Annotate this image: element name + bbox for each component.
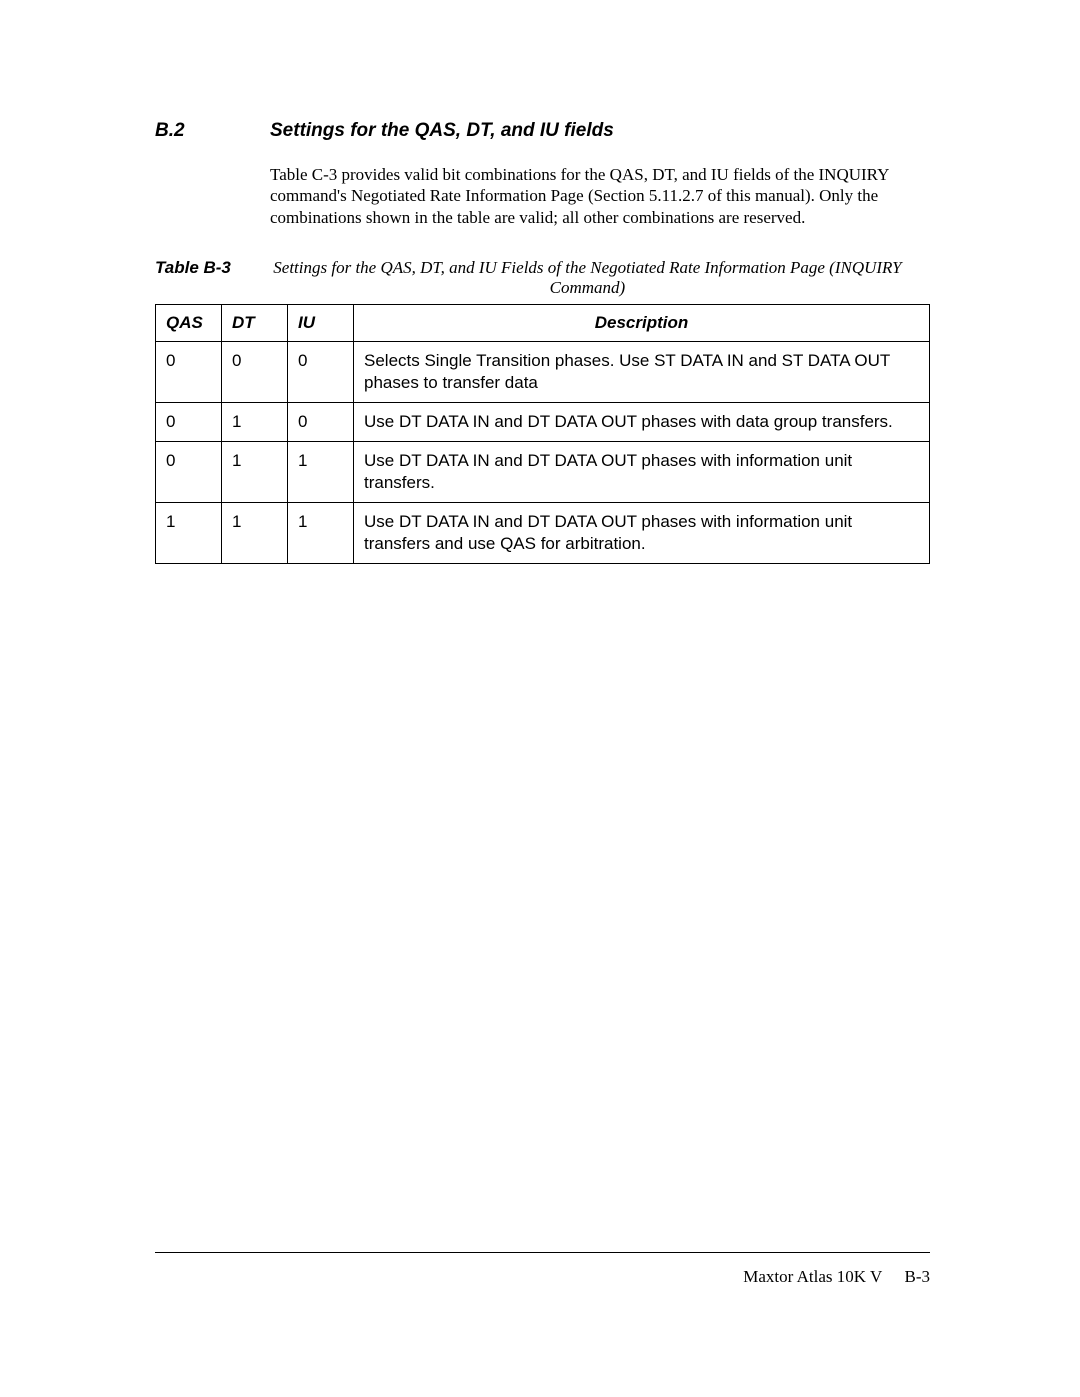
table-row: 0 1 0 Use DT DATA IN and DT DATA OUT pha… — [156, 402, 930, 441]
cell-iu: 1 — [288, 442, 354, 503]
cell-iu: 1 — [288, 503, 354, 564]
cell-description: Use DT DATA IN and DT DATA OUT phases wi… — [354, 402, 930, 441]
cell-qas: 1 — [156, 503, 222, 564]
cell-qas: 0 — [156, 402, 222, 441]
footer-product: Maxtor Atlas 10K V — [743, 1267, 882, 1286]
col-header-iu: IU — [288, 304, 354, 341]
col-header-dt: DT — [222, 304, 288, 341]
table-row: 0 1 1 Use DT DATA IN and DT DATA OUT pha… — [156, 442, 930, 503]
cell-qas: 0 — [156, 341, 222, 402]
settings-table: QAS DT IU Description 0 0 0 Selects Sing… — [155, 304, 930, 565]
cell-iu: 0 — [288, 341, 354, 402]
cell-dt: 1 — [222, 402, 288, 441]
table-caption: Table B-3 Settings for the QAS, DT, and … — [155, 258, 930, 298]
cell-description: Use DT DATA IN and DT DATA OUT phases wi… — [354, 442, 930, 503]
section-title: Settings for the QAS, DT, and IU fields — [270, 120, 614, 142]
cell-iu: 0 — [288, 402, 354, 441]
table-row: 0 0 0 Selects Single Transition phases. … — [156, 341, 930, 402]
cell-dt: 1 — [222, 442, 288, 503]
section-number: B.2 — [155, 120, 270, 142]
cell-dt: 0 — [222, 341, 288, 402]
cell-description: Use DT DATA IN and DT DATA OUT phases wi… — [354, 503, 930, 564]
footer-page-number: B-3 — [905, 1267, 931, 1286]
body-paragraph: Table C-3 provides valid bit combination… — [270, 164, 930, 228]
table-row: 1 1 1 Use DT DATA IN and DT DATA OUT pha… — [156, 503, 930, 564]
cell-dt: 1 — [222, 503, 288, 564]
section-heading: B.2 Settings for the QAS, DT, and IU fie… — [155, 120, 930, 142]
page-footer: Maxtor Atlas 10K V B-3 — [155, 1252, 930, 1287]
col-header-description: Description — [354, 304, 930, 341]
cell-qas: 0 — [156, 442, 222, 503]
col-header-qas: QAS — [156, 304, 222, 341]
table-header-row: QAS DT IU Description — [156, 304, 930, 341]
table-title: Settings for the QAS, DT, and IU Fields … — [245, 258, 930, 298]
page-content: B.2 Settings for the QAS, DT, and IU fie… — [0, 0, 1080, 564]
table-label: Table B-3 — [155, 258, 231, 298]
cell-description: Selects Single Transition phases. Use ST… — [354, 341, 930, 402]
